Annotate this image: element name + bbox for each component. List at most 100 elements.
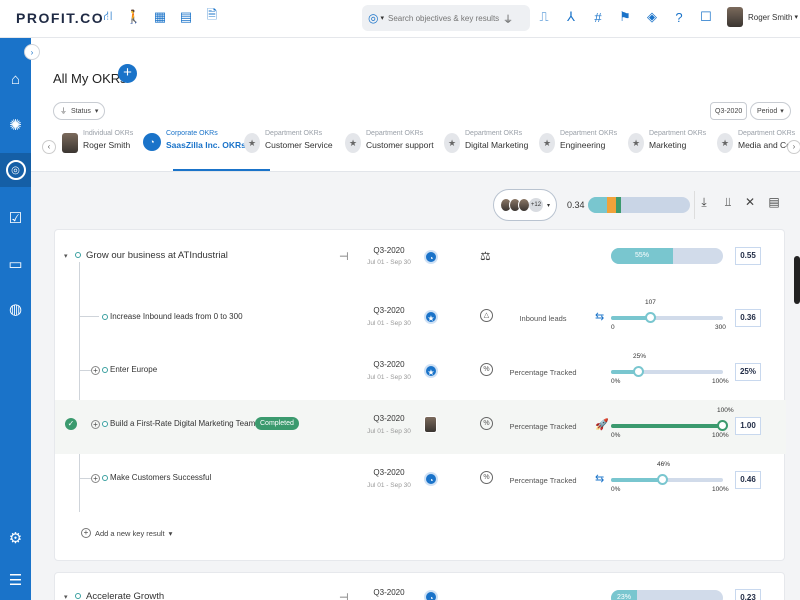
rocket-icon[interactable]: 🚀 [595, 419, 609, 431]
settings-icon[interactable]: ⚙ [8, 530, 23, 547]
status-filter[interactable]: ⏚ Status ▾ [53, 102, 106, 120]
tab-customer-support[interactable]: ★ Department OKRs Customer support [345, 130, 434, 168]
slider-min-label: 0% [611, 432, 621, 439]
tab-marketing[interactable]: ★ Department OKRs Marketing [628, 130, 706, 168]
tab-customer-service[interactable]: ★ Department OKRs Customer Service [244, 130, 333, 168]
profit-co-logo[interactable]: PROFIT.CO [16, 10, 105, 26]
expand-plus-icon[interactable]: + [91, 474, 100, 483]
kr-title[interactable]: Make Customers Successful [110, 473, 212, 482]
vertical-scrollbar[interactable] [794, 256, 800, 304]
help-icon[interactable]: ? [675, 9, 683, 25]
kr-score[interactable]: 0.36 [735, 309, 761, 327]
expand-plus-icon[interactable]: + [91, 420, 100, 429]
owner-star-icon[interactable]: ★ [424, 364, 438, 378]
tab-media[interactable]: ★ Department OKRs Media and Co [717, 130, 795, 168]
owners-filter[interactable]: +12 ▾ [493, 189, 557, 221]
owner-avatar[interactable] [424, 416, 437, 433]
objective-row[interactable]: ▾ Grow our business at ATIndustrial ⊣ Q3… [55, 230, 786, 285]
search-bar[interactable]: ◎ ▾ ⏚ [362, 5, 530, 31]
search-input[interactable] [388, 13, 503, 23]
people-align-icon[interactable]: ⛙ [103, 8, 113, 23]
collapse-caret-icon[interactable]: ▾ [64, 253, 68, 260]
target-icon[interactable]: ◎ [368, 11, 379, 25]
owner-company-icon[interactable]: ◔ [424, 250, 438, 264]
trend-icon[interactable]: ⇆ [595, 311, 605, 323]
slider-max-label: 100% [712, 432, 729, 439]
slider-knob[interactable] [717, 420, 728, 431]
weight-scale-icon[interactable]: ⚖ [480, 249, 491, 263]
filter-icon[interactable]: ⏚ [503, 14, 513, 26]
key-result-row[interactable]: ✓ + Build a First-Rate Digital Marketing… [55, 400, 786, 454]
kr-score[interactable]: 1.00 [735, 417, 761, 435]
tab-digital-marketing[interactable]: ★ Department OKRs Digital Marketing [444, 130, 528, 168]
idea-icon[interactable]: ✺ [9, 117, 22, 134]
percent-icon: % [480, 471, 493, 484]
objective-title[interactable]: Grow our business at ATIndustrial [86, 250, 228, 261]
sliders-icon[interactable]: ☰ [8, 572, 23, 589]
slider-value-label: 107 [645, 299, 656, 306]
download-icon[interactable]: ⤓ [701, 195, 707, 209]
kr-progress-slider[interactable] [611, 420, 728, 431]
tab-corporate[interactable]: ◔ Corporate OKRs SaasZilla Inc. OKRs [143, 130, 246, 168]
slider-knob[interactable] [633, 366, 644, 377]
user-menu[interactable]: Roger Smith ▾ [727, 7, 798, 27]
tab-individual[interactable]: Individual OKRs Roger Smith [62, 130, 133, 168]
person-run-icon[interactable]: 🚶 [125, 9, 143, 24]
home-icon[interactable]: ⌂ [10, 70, 21, 88]
dashboard-gauge-icon[interactable]: ◍ [8, 301, 23, 318]
kr-title[interactable]: Build a First-Rate Digital Marketing Tea… [110, 419, 256, 428]
slider-knob[interactable] [645, 312, 656, 323]
key-result-row[interactable]: Increase Inbound leads from 0 to 300 Q3-… [55, 292, 786, 346]
key-result-row[interactable]: + Make Customers Successful Q3-2020 Jul … [55, 454, 786, 508]
message-icon[interactable]: ▭ [8, 256, 23, 273]
alignment-icon[interactable]: ⊣ [339, 251, 349, 263]
quarter-selector[interactable]: Q3-2020 [710, 102, 748, 120]
kr-title[interactable]: Enter Europe [110, 365, 158, 374]
dashboard-grid-icon[interactable]: ▦ [153, 9, 167, 24]
kr-progress-slider[interactable] [611, 366, 723, 377]
collapse-all-icon[interactable]: ✕ [744, 195, 756, 209]
tabs-next-button[interactable]: › [787, 140, 800, 154]
owner-star-icon[interactable]: ★ [424, 310, 438, 324]
slider-knob[interactable] [657, 474, 668, 485]
chat-icon[interactable]: ☐ [700, 9, 712, 24]
kr-status-dot [102, 367, 108, 373]
task-icon[interactable]: ☑ [8, 210, 23, 227]
report-icon[interactable]: ▤ [179, 9, 193, 24]
collapse-nav-button[interactable]: › [24, 44, 40, 60]
owner-company-icon[interactable]: ◔ [424, 472, 438, 486]
analytics-icon[interactable]: ⫫ [724, 195, 732, 209]
kr-title[interactable]: Increase Inbound leads from 0 to 300 [110, 312, 243, 321]
notes-icon[interactable]: ▤ [768, 195, 780, 209]
layers-icon[interactable]: ◈ [647, 9, 657, 24]
percent-icon: % [480, 363, 493, 376]
tab-engineering[interactable]: ★ Department OKRs Engineering [539, 130, 617, 168]
kr-progress-slider[interactable] [611, 312, 723, 323]
hashtag-icon[interactable]: # [594, 9, 602, 25]
okr-target-icon[interactable]: ◎ [0, 153, 31, 187]
objective-score[interactable]: 0.23 [735, 589, 761, 600]
chart-icon[interactable]: ⎍ [539, 9, 549, 24]
flag-icon[interactable]: ⚑ [619, 9, 631, 24]
kr-score[interactable]: 25% [735, 363, 761, 381]
kr-score[interactable]: 0.46 [735, 471, 761, 489]
tree-line [79, 478, 91, 479]
chevron-down-icon[interactable]: ▾ [380, 15, 384, 22]
owner-company-icon[interactable]: ◔ [424, 590, 438, 600]
add-key-result-button[interactable]: + Add a new key result ▾ [81, 528, 172, 538]
objective-card: ▾ Grow our business at ATIndustrial ⊣ Q3… [54, 229, 786, 561]
add-objective-button[interactable]: + [118, 64, 137, 83]
objective-score[interactable]: 0.55 [735, 247, 761, 265]
trend-icon[interactable]: ⇆ [595, 473, 605, 485]
key-result-row[interactable]: + Enter Europe Q3-2020 Jul 01 - Sep 30 ★… [55, 346, 786, 400]
objective-title[interactable]: Accelerate Growth [86, 591, 165, 600]
expand-plus-icon[interactable]: + [91, 366, 100, 375]
alignment-icon[interactable]: ⊣ [339, 592, 349, 600]
document-icon[interactable]: 🗎 [206, 7, 218, 22]
tabs-prev-button[interactable]: ‹ [42, 140, 56, 154]
kr-progress-slider[interactable] [611, 474, 723, 485]
collapse-caret-icon[interactable]: ▾ [64, 594, 68, 600]
period-selector[interactable]: Period ▾ [750, 102, 791, 120]
hierarchy-icon[interactable]: ⅄ [567, 9, 575, 24]
add-key-result-label: Add a new key result [95, 528, 165, 538]
